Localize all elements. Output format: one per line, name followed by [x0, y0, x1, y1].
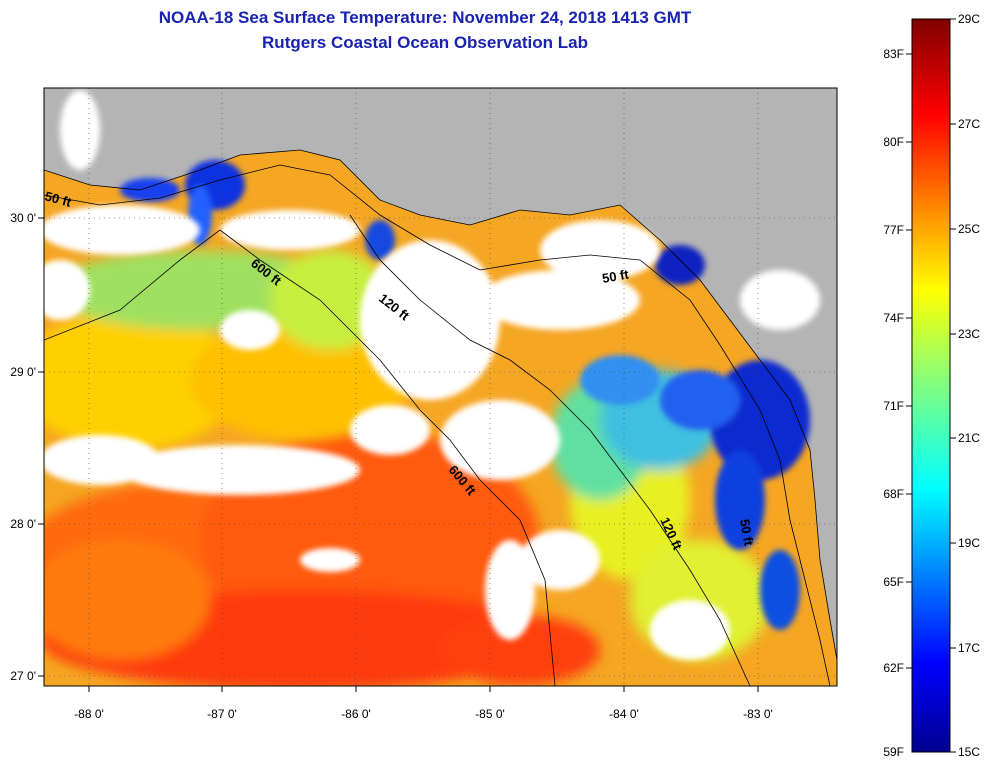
lon-label: -87 0' [207, 707, 237, 721]
latitude-labels: 30 0' 29 0' 28 0' 27 0' [10, 211, 36, 683]
map-plot-area: 50 ft 600 ft 120 ft 50 ft 600 ft 120 ft … [43, 88, 837, 686]
lat-label: 29 0' [10, 365, 36, 379]
colorbar [911, 18, 951, 753]
lat-label: 30 0' [10, 211, 36, 225]
depth-contours [44, 164, 831, 686]
lat-label: 27 0' [10, 669, 36, 683]
cb-f-label: 59F [883, 745, 904, 759]
fahrenheit-labels: 83F 80F 77F 74F 71F 68F 65F 62F 59F [883, 47, 904, 759]
cb-f-label: 65F [883, 575, 904, 589]
cb-c-label: 29C [958, 12, 980, 26]
colorbar-ticks [906, 18, 956, 753]
lon-label: -84 0' [609, 707, 639, 721]
cb-c-label: 25C [958, 222, 980, 236]
lon-label: -85 0' [475, 707, 505, 721]
cb-c-label: 15C [958, 745, 980, 759]
cb-c-label: 27C [958, 117, 980, 131]
map-subtitle: Rutgers Coastal Ocean Observation Lab [262, 33, 588, 52]
depth-label: 50 ft [601, 266, 631, 286]
lat-label: 28 0' [10, 517, 36, 531]
cloud-cover [44, 90, 820, 660]
cb-f-label: 74F [883, 311, 904, 325]
cb-f-label: 83F [883, 47, 904, 61]
lon-label: -86 0' [341, 707, 371, 721]
lon-label: -83 0' [743, 707, 773, 721]
cb-f-label: 68F [883, 487, 904, 501]
depth-label: 50 ft [737, 518, 757, 548]
cb-f-label: 80F [883, 135, 904, 149]
cb-c-label: 19C [958, 536, 980, 550]
cb-f-label: 71F [883, 399, 904, 413]
cb-c-label: 21C [958, 431, 980, 445]
graticule [44, 88, 837, 686]
cb-c-label: 17C [958, 641, 980, 655]
coastline [44, 149, 837, 661]
map-border [43, 87, 838, 687]
depth-label: 50 ft [43, 188, 73, 210]
cb-c-label: 23C [958, 327, 980, 341]
cb-f-label: 77F [883, 223, 904, 237]
celsius-labels: 29C 27C 25C 23C 21C 19C 17C 15C [958, 12, 980, 759]
cold-coastal-water [120, 160, 810, 630]
map-title: NOAA-18 Sea Surface Temperature: Novembe… [158, 8, 692, 27]
cb-f-label: 62F [883, 661, 904, 675]
axis-ticks [38, 217, 759, 692]
longitude-labels: -88 0' -87 0' -86 0' -85 0' -84 0' -83 0… [74, 707, 773, 721]
lon-label: -88 0' [74, 707, 104, 721]
